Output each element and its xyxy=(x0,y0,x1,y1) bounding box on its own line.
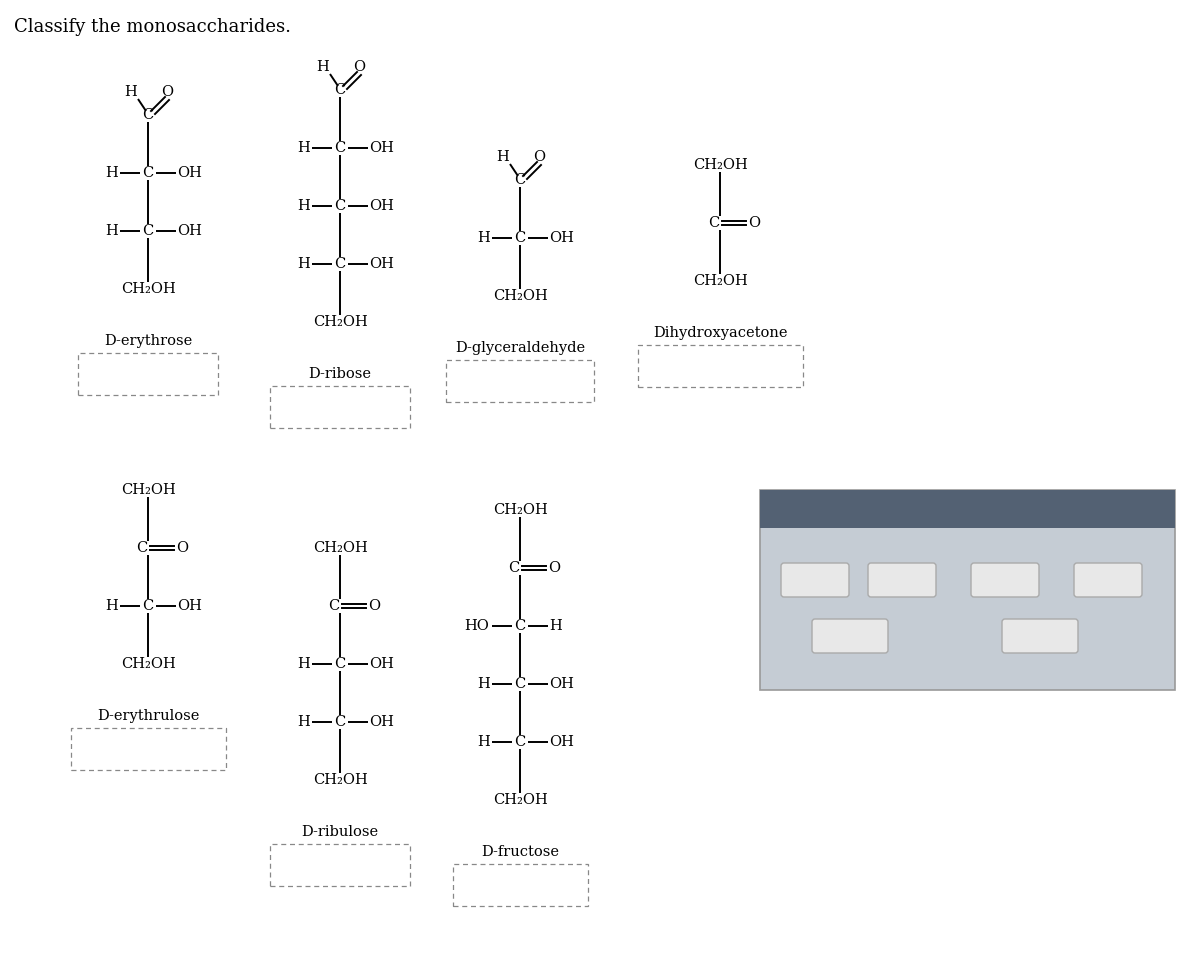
FancyBboxPatch shape xyxy=(1074,563,1142,597)
Text: OH: OH xyxy=(370,141,395,155)
Text: tetrose: tetrose xyxy=(1084,573,1133,587)
Text: CH₂OH: CH₂OH xyxy=(313,541,367,555)
Text: H: H xyxy=(478,231,491,245)
Text: OH: OH xyxy=(370,257,395,271)
Text: C: C xyxy=(509,561,520,575)
FancyBboxPatch shape xyxy=(1002,619,1078,653)
Text: CH₂OH: CH₂OH xyxy=(493,289,547,303)
Text: D-glyceraldehyde: D-glyceraldehyde xyxy=(455,341,586,355)
Text: C: C xyxy=(335,715,346,729)
Text: C: C xyxy=(515,677,526,691)
Text: OH: OH xyxy=(178,224,203,238)
FancyBboxPatch shape xyxy=(760,490,1175,690)
Text: C: C xyxy=(335,199,346,213)
Text: O: O xyxy=(548,561,560,575)
Text: OH: OH xyxy=(550,735,575,749)
Text: C: C xyxy=(143,224,154,238)
Text: CH₂OH: CH₂OH xyxy=(121,657,175,671)
Text: CH₂OH: CH₂OH xyxy=(493,793,547,807)
FancyBboxPatch shape xyxy=(971,563,1039,597)
Text: C: C xyxy=(515,735,526,749)
Text: C: C xyxy=(143,166,154,180)
Text: H: H xyxy=(550,619,563,633)
Text: CH₂OH: CH₂OH xyxy=(692,274,748,288)
Text: C: C xyxy=(335,83,346,97)
Text: H: H xyxy=(298,715,311,729)
Text: C: C xyxy=(329,599,340,613)
Text: Dihydroxyacetone: Dihydroxyacetone xyxy=(653,326,787,340)
FancyBboxPatch shape xyxy=(868,563,936,597)
Text: CH₂OH: CH₂OH xyxy=(493,503,547,517)
Text: C: C xyxy=(515,619,526,633)
Text: C: C xyxy=(335,141,346,155)
Text: O: O xyxy=(533,150,545,164)
FancyBboxPatch shape xyxy=(781,563,850,597)
Text: OH: OH xyxy=(178,166,203,180)
Text: D-ribulose: D-ribulose xyxy=(301,825,378,839)
Text: O: O xyxy=(161,85,173,99)
Text: H: H xyxy=(106,166,119,180)
Text: CH₂OH: CH₂OH xyxy=(121,282,175,296)
Text: C: C xyxy=(143,108,154,122)
Text: C: C xyxy=(335,657,346,671)
Text: CH₂OH: CH₂OH xyxy=(692,158,748,172)
FancyBboxPatch shape xyxy=(812,619,888,653)
Text: D-ribose: D-ribose xyxy=(308,367,372,381)
Text: CH₂OH: CH₂OH xyxy=(313,315,367,329)
Text: O: O xyxy=(368,599,380,613)
Text: H: H xyxy=(317,60,329,74)
Text: CH₂OH: CH₂OH xyxy=(313,773,367,787)
Text: C: C xyxy=(708,216,720,230)
Text: aldose: aldose xyxy=(982,573,1028,587)
Text: OH: OH xyxy=(550,677,575,691)
Text: H: H xyxy=(478,677,491,691)
Text: HO: HO xyxy=(464,619,490,633)
Text: H: H xyxy=(106,599,119,613)
Text: H: H xyxy=(106,224,119,238)
Text: C: C xyxy=(137,541,148,555)
Text: CH₂OH: CH₂OH xyxy=(121,483,175,497)
Text: O: O xyxy=(353,60,365,74)
Text: H: H xyxy=(298,199,311,213)
Text: OH: OH xyxy=(370,657,395,671)
Text: triose: triose xyxy=(794,573,835,587)
Text: OH: OH xyxy=(370,715,395,729)
Text: Classify the monosaccharides.: Classify the monosaccharides. xyxy=(14,18,292,36)
Text: hexose: hexose xyxy=(826,629,875,643)
Text: Answer Bank: Answer Bank xyxy=(918,502,1016,516)
Text: D-fructose: D-fructose xyxy=(481,845,559,859)
Text: ketose: ketose xyxy=(878,573,925,587)
FancyBboxPatch shape xyxy=(760,490,1175,528)
Text: C: C xyxy=(335,257,346,271)
Text: H: H xyxy=(298,257,311,271)
Text: C: C xyxy=(515,173,526,187)
Text: OH: OH xyxy=(370,199,395,213)
Text: H: H xyxy=(478,735,491,749)
Text: C: C xyxy=(515,231,526,245)
Text: C: C xyxy=(143,599,154,613)
Text: D-erythrose: D-erythrose xyxy=(104,334,192,348)
Text: OH: OH xyxy=(178,599,203,613)
Text: H: H xyxy=(298,141,311,155)
Text: OH: OH xyxy=(550,231,575,245)
Text: H: H xyxy=(298,657,311,671)
Text: H: H xyxy=(497,150,509,164)
Text: O: O xyxy=(176,541,188,555)
Text: D-erythrulose: D-erythrulose xyxy=(97,709,199,723)
Text: H: H xyxy=(125,85,137,99)
Text: O: O xyxy=(748,216,760,230)
Text: pentose: pentose xyxy=(1013,629,1068,643)
